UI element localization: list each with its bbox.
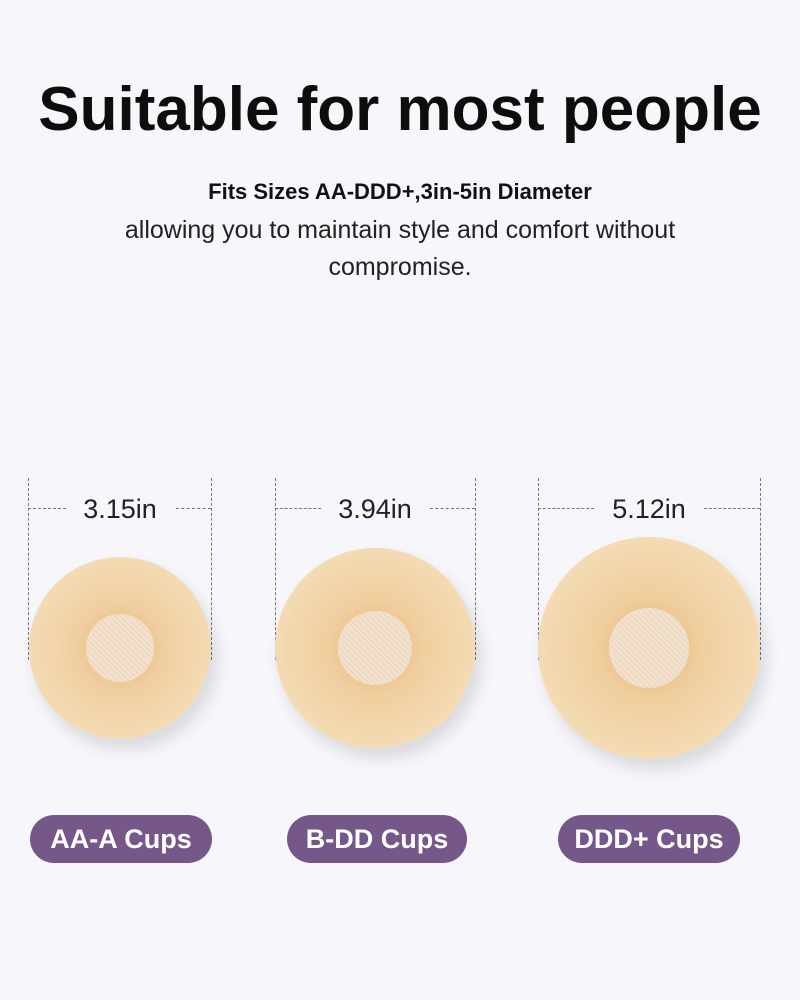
fabric-center [338,611,412,685]
nipple-cover-medium [275,548,475,748]
dimension-line [275,508,321,509]
page-title: Suitable for most people [38,75,762,144]
fabric-center [609,608,689,688]
diameter-label: 3.94in [338,494,412,524]
nipple-cover-small [29,557,211,739]
cup-size-badge: AA-A Cups [30,815,212,863]
description: allowing you to maintain style and comfo… [124,216,676,281]
dimension-line [275,478,276,660]
cup-size-badge: B-DD Cups [287,815,467,863]
diameter-label: 3.15in [83,494,157,524]
dimension-line [430,508,475,509]
dimension-line [211,478,212,660]
dimension-line [538,478,539,660]
subtitle: Fits Sizes AA-DDD+,3in-5in Diameter [208,179,592,204]
dimension-line [28,478,29,660]
diameter-label: 5.12in [612,494,686,524]
dimension-line [760,478,761,660]
cup-size-badge: DDD+ Cups [558,815,740,863]
dimension-line [176,508,211,509]
fabric-center [86,614,154,682]
dimension-line [704,508,760,509]
nipple-cover-large [538,537,760,759]
dimension-line [538,508,594,509]
dimension-line [475,478,476,660]
dimension-line [28,508,66,509]
